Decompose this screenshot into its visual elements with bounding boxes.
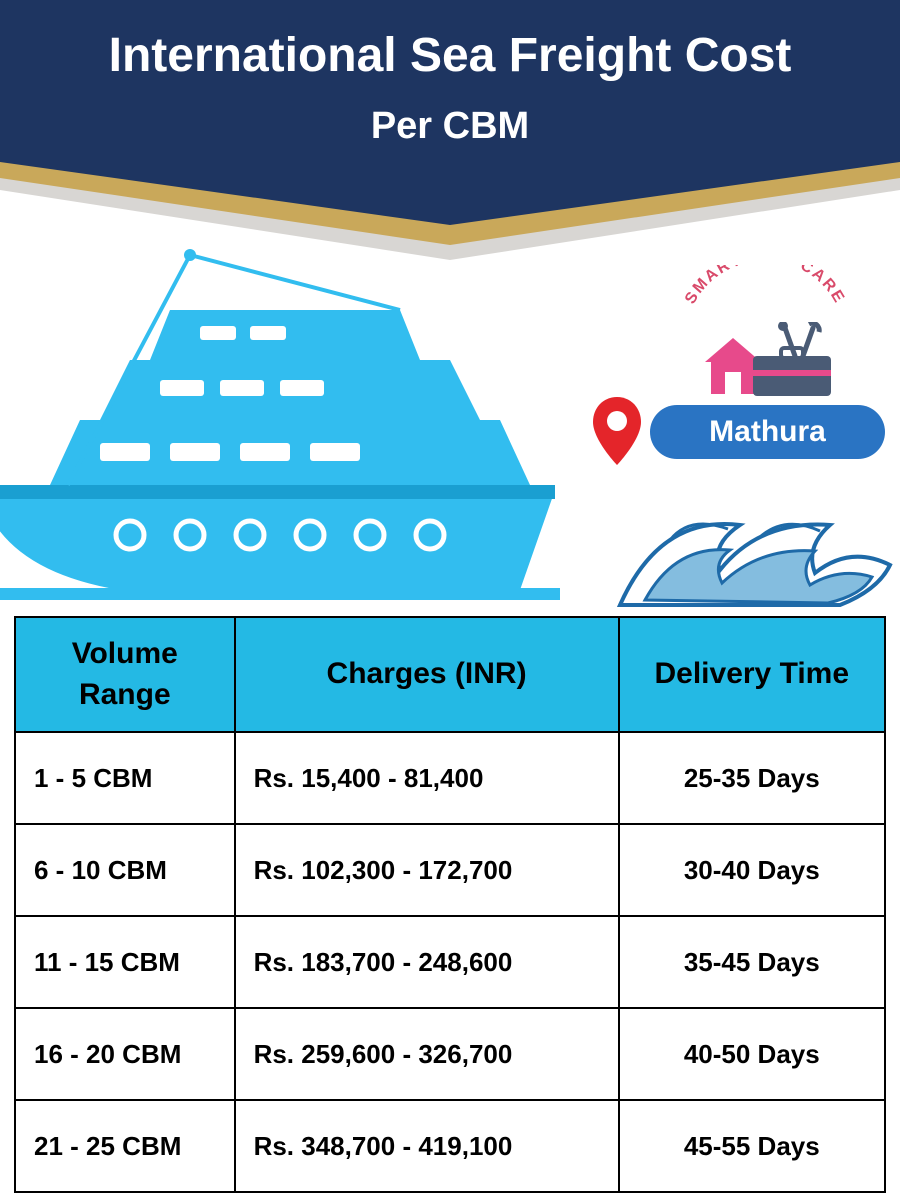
col-header-delivery: Delivery Time [619,617,885,732]
cell-charges: Rs. 102,300 - 172,700 [235,824,619,916]
pricing-table: VolumeRange Charges (INR) Delivery Time … [14,616,886,1193]
logo-arc-text: SMART CITY CARE [670,265,860,327]
brand-logo: SMART CITY CARE [670,265,860,405]
cell-volume: 21 - 25 CBM [15,1100,235,1192]
cell-volume: 16 - 20 CBM [15,1008,235,1100]
wave-icon [610,455,900,615]
ship-icon [0,230,560,600]
table-row: 6 - 10 CBM Rs. 102,300 - 172,700 30-40 D… [15,824,885,916]
cell-volume: 6 - 10 CBM [15,824,235,916]
cell-charges: Rs. 348,700 - 419,100 [235,1100,619,1192]
logo-graphic-icon [685,322,845,400]
page-title: International Sea Freight Cost [109,28,792,83]
col-header-charges: Charges (INR) [235,617,619,732]
cell-delivery: 35-45 Days [619,916,885,1008]
cell-charges: Rs. 183,700 - 248,600 [235,916,619,1008]
table-row: 21 - 25 CBM Rs. 348,700 - 419,100 45-55 … [15,1100,885,1192]
cell-volume: 1 - 5 CBM [15,732,235,824]
col-header-volume-text: VolumeRange [72,637,178,711]
city-name: Mathura [709,415,826,449]
cell-delivery: 40-50 Days [619,1008,885,1100]
table-row: 11 - 15 CBM Rs. 183,700 - 248,600 35-45 … [15,916,885,1008]
cell-charges: Rs. 259,600 - 326,700 [235,1008,619,1100]
table-row: 16 - 20 CBM Rs. 259,600 - 326,700 40-50 … [15,1008,885,1100]
table-header-row: VolumeRange Charges (INR) Delivery Time [15,617,885,732]
cell-delivery: 30-40 Days [619,824,885,916]
svg-text:SMART CITY CARE: SMART CITY CARE [682,265,848,307]
page-subtitle: Per CBM [371,105,529,148]
cell-charges: Rs. 15,400 - 81,400 [235,732,619,824]
table-row: 1 - 5 CBM Rs. 15,400 - 81,400 25-35 Days [15,732,885,824]
cell-volume: 11 - 15 CBM [15,916,235,1008]
cell-delivery: 25-35 Days [619,732,885,824]
col-header-volume: VolumeRange [15,617,235,732]
cell-delivery: 45-55 Days [619,1100,885,1192]
city-badge: Mathura [650,405,885,459]
